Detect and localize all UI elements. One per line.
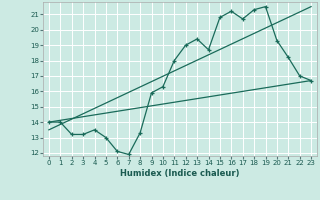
X-axis label: Humidex (Indice chaleur): Humidex (Indice chaleur)	[120, 169, 240, 178]
